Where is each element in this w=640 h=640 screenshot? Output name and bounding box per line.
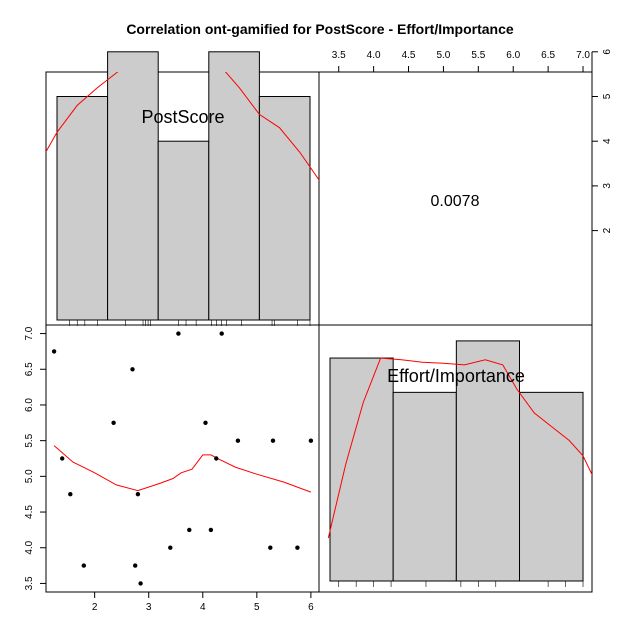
scatter-point <box>133 563 138 568</box>
scatter-point <box>219 331 224 336</box>
scatter-point <box>138 581 143 586</box>
effort-importance-label: Effort/Importance <box>387 366 525 386</box>
scatter-point <box>270 438 276 443</box>
postscore-density-line <box>46 72 319 181</box>
x-tick-label: 6 <box>308 602 314 613</box>
scatter-point <box>60 456 65 461</box>
y-tick-label: 6.0 <box>24 398 35 412</box>
y-tick-label: 3.5 <box>24 576 35 590</box>
scatter-point <box>268 545 273 550</box>
correlation-value: 0.0078 <box>431 193 480 210</box>
scatter-plot <box>51 331 314 586</box>
effort-bar <box>392 391 457 582</box>
top-tick-label: 3.5 <box>332 50 346 61</box>
effort-bar <box>519 391 584 582</box>
x-tick-label: 3 <box>146 602 152 613</box>
top-tick-label: 6.5 <box>541 50 555 61</box>
postscore-bar <box>208 51 260 321</box>
right-tick-label: 3 <box>602 183 613 189</box>
top-tick-label: 6.0 <box>506 50 520 61</box>
scatter-point <box>111 420 116 425</box>
postscore-histogram <box>46 51 319 326</box>
chart-title: Correlation ont-gamified for PostScore -… <box>126 21 514 37</box>
y-tick-label: 6.5 <box>24 362 35 376</box>
right-tick-label: 6 <box>602 49 613 55</box>
right-tick-label: 5 <box>602 93 613 99</box>
top-tick-label: 4.5 <box>402 50 416 61</box>
panel-effort-hist <box>318 324 593 593</box>
y-tick-label: 5.0 <box>24 469 35 483</box>
top-tick-label: 4.0 <box>367 50 381 61</box>
x-tick-label: 2 <box>92 602 98 613</box>
postscore-bar <box>56 96 109 321</box>
scatter-point <box>135 492 141 497</box>
panel-scatter <box>45 324 320 593</box>
axes: 2 3 4 5 6 3.5 4.0 4.5 5.0 5.5 6.0 6.5 7.0 3.5 4.0 4.5 5.… <box>24 49 613 613</box>
top-tick-label: 5.5 <box>471 50 485 61</box>
scatter-point <box>203 420 208 425</box>
postscore-bar <box>157 140 210 321</box>
top-tick-label: 5.0 <box>436 50 450 61</box>
scatter-point <box>187 527 192 533</box>
effort-bar <box>329 357 394 582</box>
scatter-point <box>130 367 135 372</box>
y-tick-label: 5.5 <box>24 433 35 447</box>
scatter-point <box>235 438 241 443</box>
scatter-point <box>51 349 57 354</box>
postscore-bar <box>258 96 311 321</box>
effort-histogram <box>327 340 592 587</box>
scatter-point <box>68 492 73 497</box>
right-tick-label: 4 <box>602 138 613 144</box>
x-tick-label: 5 <box>254 602 260 613</box>
postscore-bar <box>107 51 159 321</box>
scatter-point <box>214 456 219 461</box>
right-tick-label: 2 <box>602 227 613 233</box>
scatter-point <box>295 545 300 550</box>
y-tick-label: 7.0 <box>24 326 35 340</box>
effort-density-line <box>327 357 592 539</box>
scatter-point <box>208 527 214 533</box>
y-tick-label: 4.5 <box>24 505 35 519</box>
scatter-point <box>168 545 173 550</box>
top-tick-label: 7.0 <box>576 50 590 61</box>
x-tick-label: 4 <box>200 602 206 613</box>
y-tick-label: 4.0 <box>24 540 35 554</box>
scatter-point <box>308 438 314 443</box>
scatter-smooth-line <box>53 445 312 493</box>
scatter-point <box>176 331 181 336</box>
postscore-label: PostScore <box>141 107 224 127</box>
scatter-point <box>81 563 87 568</box>
